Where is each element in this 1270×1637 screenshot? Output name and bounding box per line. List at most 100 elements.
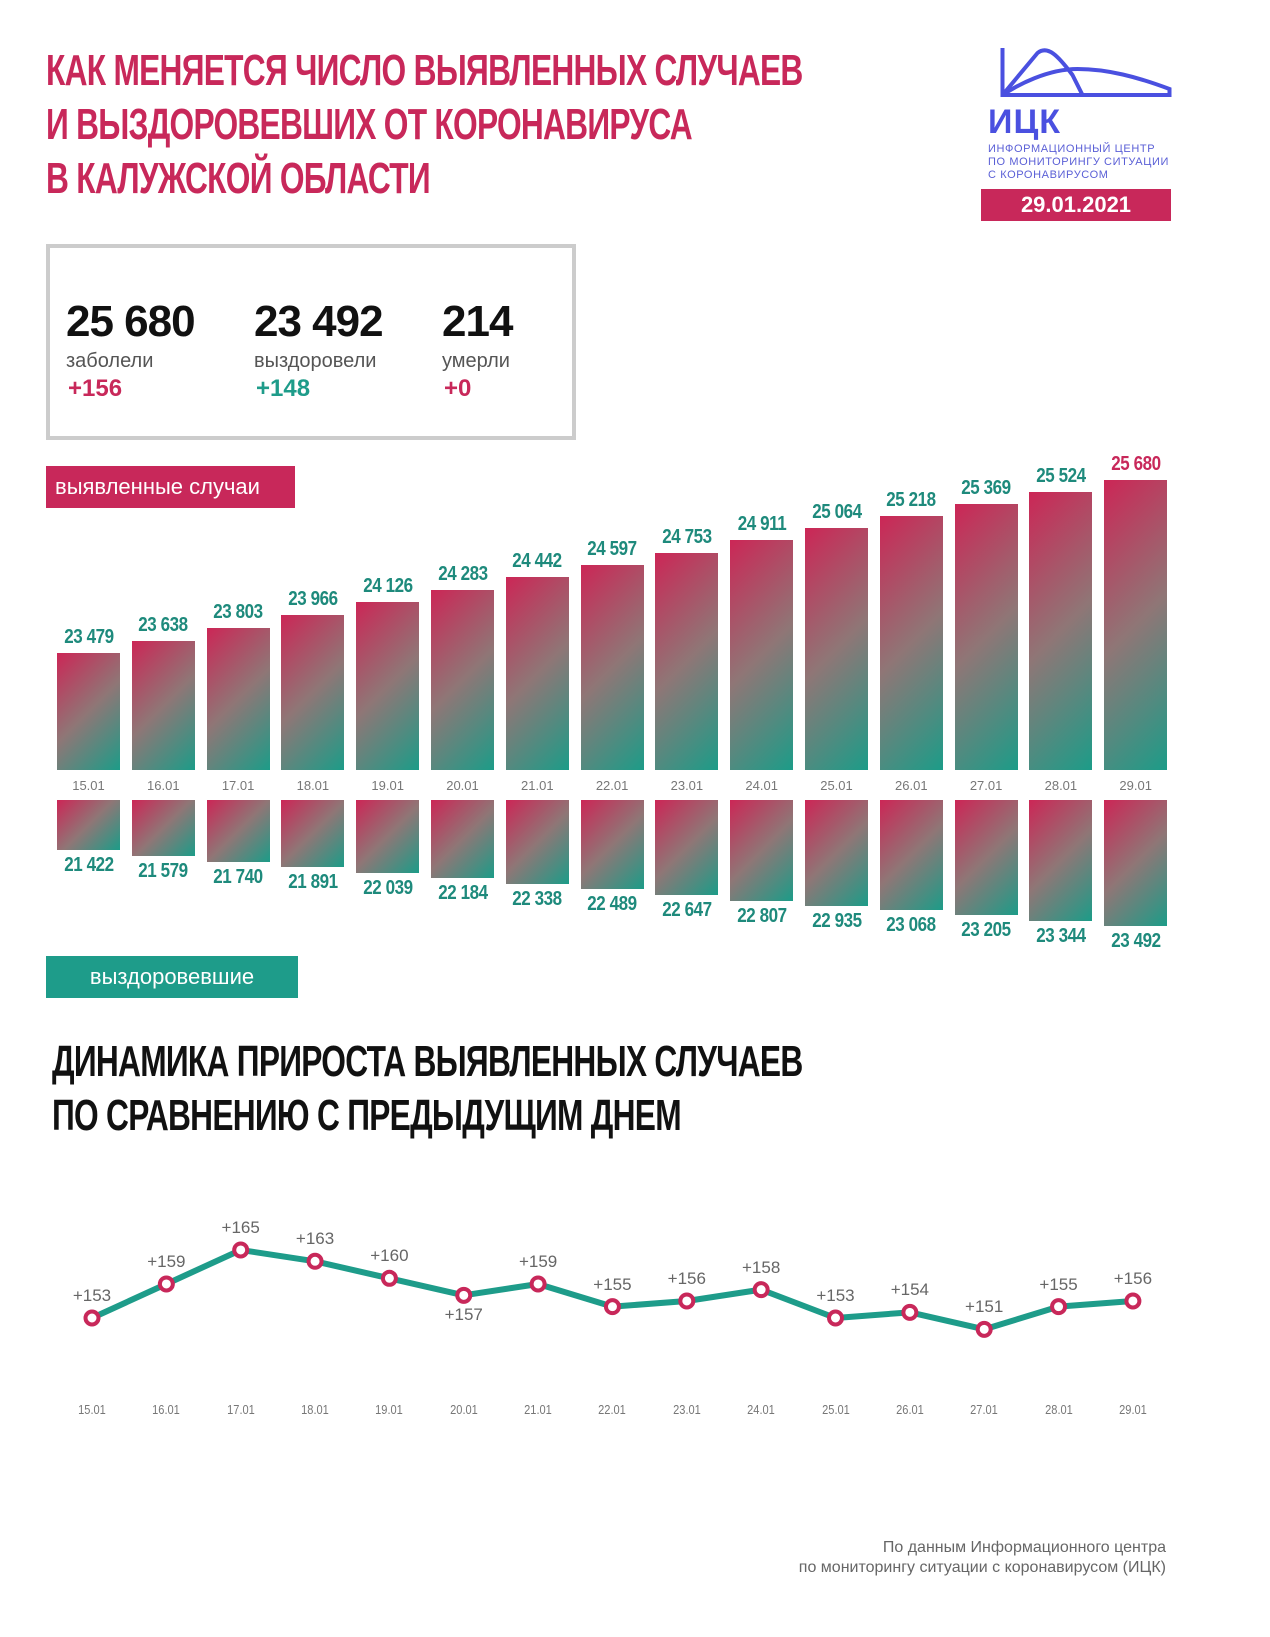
bar-cases (131, 640, 195, 770)
date-label: 24.01 (747, 1402, 775, 1417)
data-point-marker (455, 1286, 473, 1304)
page-title: КАК МЕНЯЕТСЯ ЧИСЛО ВЫЯВЛЕННЫХ СЛУЧАЕВ И … (46, 44, 803, 206)
date-label: 25.01 (821, 1402, 850, 1417)
bar-cases (1104, 480, 1168, 770)
bar-value-label: 22 338 (512, 887, 563, 910)
data-point-marker (232, 1241, 250, 1259)
data-point-marker (752, 1281, 770, 1299)
date-label: 29.01 (1119, 778, 1152, 793)
bar-value-label: 25 524 (1036, 465, 1086, 488)
data-point-marker (380, 1269, 398, 1287)
footer-line-1: По данным Информационного центра (882, 1539, 1166, 1556)
bar-cases (57, 653, 120, 770)
point-value-label: +155 (593, 1274, 632, 1294)
bar-value-label: 23 966 (288, 587, 338, 610)
stat-infected: 25 680 заболели +156 (66, 298, 196, 403)
date-label: 15.01 (72, 778, 105, 793)
data-point-marker (975, 1320, 993, 1338)
date-label: 21.01 (524, 1402, 552, 1417)
bar-value-label: 23 492 (1110, 930, 1161, 952)
date-label: 23.01 (672, 1402, 701, 1417)
bar-value-label: 21 579 (138, 859, 189, 882)
bar-recovered (505, 800, 569, 884)
bar-cases (580, 565, 644, 770)
bar-cases (431, 589, 494, 770)
date-label: 29.01 (1119, 1402, 1147, 1417)
point-value-label: +153 (816, 1286, 855, 1305)
bar-value-label: 23 205 (961, 919, 1011, 942)
data-point-marker (306, 1252, 324, 1270)
bar-recovered (131, 800, 195, 856)
date-label: 17.01 (226, 1402, 255, 1417)
bar-value-label: 24 126 (362, 575, 413, 598)
footer-line-2: по мониторингу ситуации с коронавирусом … (798, 1559, 1166, 1576)
data-point-marker (1050, 1298, 1068, 1316)
date-label: 20.01 (449, 1402, 478, 1417)
date-label: 18.01 (301, 1402, 329, 1417)
bar-value-label: 23 068 (886, 914, 937, 937)
bar-value-label: 23 479 (63, 626, 114, 648)
stat-value: 214 (442, 297, 513, 346)
bar-recovered (281, 800, 345, 868)
bar-recovered (879, 800, 943, 911)
bar-value-label: 23 344 (1036, 924, 1086, 947)
bar-cases (655, 552, 719, 770)
bar-cases (281, 614, 345, 770)
bar-recovered (1029, 800, 1093, 921)
stat-label: умерли (442, 350, 510, 372)
point-value-label: +159 (147, 1251, 186, 1271)
stat-delta: +156 (68, 375, 123, 402)
point-value-label: +156 (1113, 1268, 1153, 1288)
data-point-marker (678, 1292, 696, 1310)
date-label: 19.01 (371, 778, 404, 793)
point-value-label: +160 (370, 1246, 409, 1266)
stat-delta: +0 (444, 375, 472, 402)
subtitle-line-2: ПО СРАВНЕНИЮ С ПРЕДЫДУЩИМ ДНЕМ (52, 1091, 682, 1140)
bar-cases (879, 516, 943, 770)
logo-text-line: ИНФОРМАЦИОННЫЙ ЦЕНТР (988, 143, 1156, 155)
bar-value-label: 25 369 (961, 477, 1011, 500)
date-label: 19.01 (375, 1402, 404, 1417)
bar-cases (505, 577, 569, 770)
data-point-marker (157, 1275, 175, 1293)
stat-label: выздоровели (254, 350, 377, 372)
title-line-1: КАК МЕНЯЕТСЯ ЧИСЛО ВЫЯВЛЕННЫХ СЛУЧАЕВ (46, 46, 803, 95)
bar-cases (954, 504, 1018, 770)
stat-value: 23 492 (254, 297, 384, 346)
bar-cases (206, 627, 270, 770)
bar-value-label: 23 803 (213, 600, 263, 623)
section-title: ДИНАМИКА ПРИРОСТА ВЫЯВЛЕННЫХ СЛУЧАЕВ ПО … (52, 1035, 803, 1143)
point-value-label: +155 (1039, 1274, 1078, 1294)
tag-recovered: выздоровевшие (46, 956, 298, 998)
bar-value-label: 22 807 (736, 904, 787, 927)
bar-recovered (730, 800, 794, 901)
bar-value-label: 25 218 (886, 489, 937, 512)
bar-value-label: 21 422 (63, 854, 114, 876)
bar-recovered (805, 800, 868, 906)
title-line-2: И ВЫЗДОРОВЕВШИХ ОТ КОРОНАВИРУСА (46, 100, 693, 149)
subtitle-line-1: ДИНАМИКА ПРИРОСТА ВЫЯВЛЕННЫХ СЛУЧАЕВ (52, 1037, 803, 1086)
bar-recovered (356, 800, 420, 873)
logo-text-line: С КОРОНАВИРУСОМ (988, 169, 1109, 181)
date-label: 23.01 (670, 778, 704, 793)
bar-cases (356, 602, 420, 770)
stats-summary: 25 680 заболели +156 23 492 выздоровели … (46, 244, 576, 440)
bar-charts: 23 479 15.01 23 638 16.01 23 803 17.01 23 966 1… (57, 453, 1168, 952)
point-value-label: +153 (72, 1286, 112, 1305)
point-value-label: +158 (741, 1257, 781, 1277)
bar-value-label: 22 647 (662, 898, 712, 921)
bar-recovered (580, 800, 644, 890)
date-label: 16.01 (152, 1402, 181, 1417)
bar-value-label: 22 489 (587, 893, 637, 916)
growth-line-chart: +153 15.01 +159 16.01 +165 17.01 +163 18.01 +160… (0, 1200, 1270, 1460)
point-value-label: +165 (221, 1217, 260, 1237)
tag-detected-cases: выявленные случаи (46, 466, 295, 508)
data-point-marker (1124, 1292, 1142, 1310)
data-point-marker (827, 1309, 844, 1327)
date-label: 17.01 (221, 778, 255, 793)
title-line-3: В КАЛУЖСКОЙ ОБЛАСТИ (46, 154, 431, 203)
data-point-marker (529, 1275, 547, 1293)
bar-value-label: 24 283 (437, 562, 488, 585)
date-label: 20.01 (446, 778, 479, 793)
stat-deaths: 214 умерли +0 (442, 297, 513, 403)
